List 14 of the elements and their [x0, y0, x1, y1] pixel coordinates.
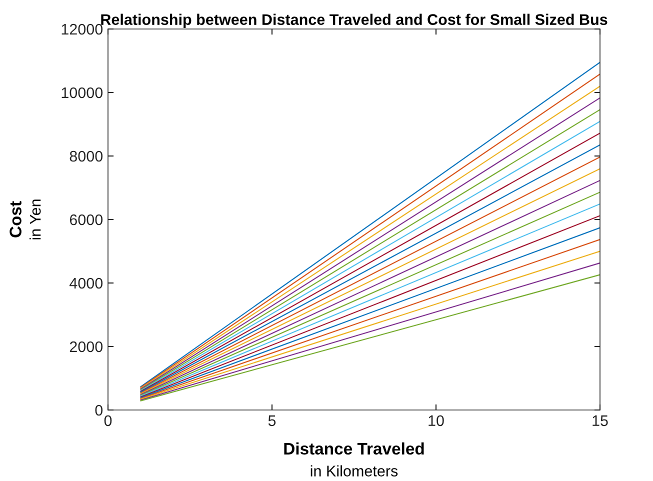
x-axis-title: Distance Traveled in Kilometers: [284, 442, 424, 476]
x-tick-label: 10: [428, 415, 444, 426]
x-tick-label: 15: [592, 415, 608, 426]
x-tick-label: 0: [104, 415, 112, 426]
y-tick-label: 0: [95, 404, 103, 416]
y-axis-title: Cost in Yen: [10, 200, 41, 240]
y-tick-label: 4000: [70, 278, 103, 289]
y-tick-label: 10000: [62, 87, 103, 98]
x-tick-label: 5: [268, 415, 276, 426]
y-tick-label: 8000: [70, 150, 103, 162]
y-tick-label: 2000: [70, 341, 103, 352]
y-tick-label: 12000: [62, 24, 103, 35]
y-tick-label: 6000: [70, 214, 103, 226]
chart-title: Relationship between Distance Traveled and Cost for Small Sized Bus: [101, 14, 608, 28]
